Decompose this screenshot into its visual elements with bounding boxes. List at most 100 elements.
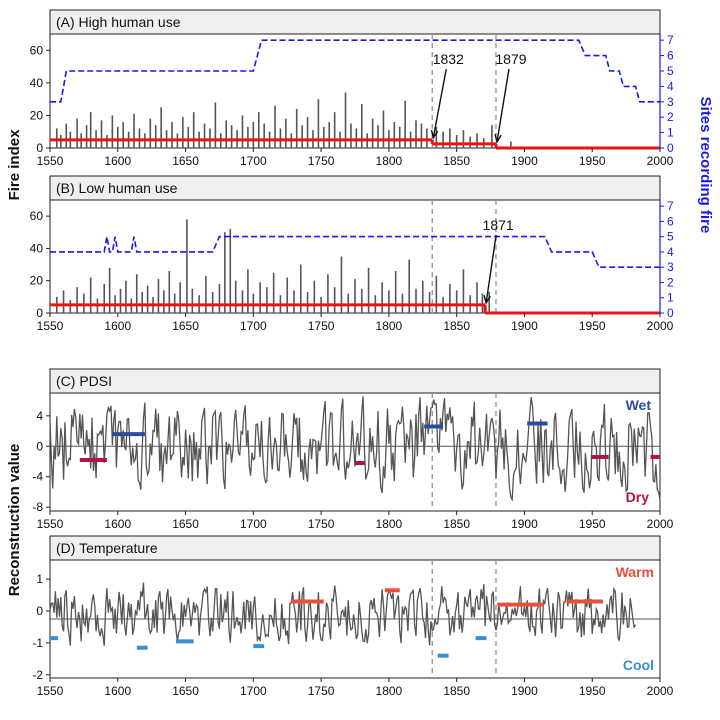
year-annotation-label: 1832 (433, 51, 464, 67)
x-tick-label: 1550 (37, 154, 64, 168)
y-tick-label: 0 (36, 439, 43, 453)
reconstruction-line (49, 582, 637, 646)
x-tick-label: 1750 (308, 684, 335, 698)
x-tick-label: 1850 (443, 319, 470, 333)
y2-tick-label: 0 (667, 306, 674, 320)
year-annotation-arrowhead (483, 295, 491, 305)
y-tick-label: 40 (30, 241, 44, 255)
y2-tick-label: 7 (667, 33, 674, 47)
y2-tick-label: 6 (667, 214, 674, 228)
x-tick-label: 1950 (579, 319, 606, 333)
panel-d-title: (D) Temperature (56, 540, 158, 556)
x-tick-label: 1600 (104, 684, 131, 698)
fire-index-axis-label: Fire index (6, 129, 23, 201)
x-tick-label: 1600 (104, 154, 131, 168)
x-tick-label: 1950 (579, 684, 606, 698)
x-tick-label: 1650 (172, 684, 199, 698)
sites-recording-line (50, 235, 660, 268)
year-annotation-arrow (496, 68, 510, 143)
y-tick-label: -4 (32, 470, 43, 484)
y-tick-label: 60 (30, 209, 44, 223)
y-tick-label: -8 (32, 500, 43, 514)
x-tick-label: 1800 (376, 319, 403, 333)
x-tick-label: 1950 (579, 154, 606, 168)
y-tick-label: -2 (32, 668, 43, 682)
y2-tick-label: 1 (667, 291, 674, 305)
x-tick-label: 1850 (443, 154, 470, 168)
y-tick-label: 20 (30, 108, 44, 122)
panel-b-title: (B) Low human use (56, 180, 178, 196)
x-tick-label: 1650 (172, 154, 199, 168)
y-tick-label: 60 (30, 43, 44, 57)
cool-legend-label: Cool (623, 657, 654, 673)
x-tick-label: 1800 (376, 517, 403, 531)
x-tick-label: 1750 (308, 154, 335, 168)
year-annotation-arrowhead (494, 133, 502, 144)
year-annotation-arrow (485, 234, 497, 304)
x-tick-label: 1700 (240, 517, 267, 531)
y-tick-label: 20 (30, 274, 44, 288)
panel-a-title: (A) High human use (56, 14, 181, 30)
sites-recording-axis-label: Sites recording fire (697, 97, 714, 234)
x-tick-label: 1650 (172, 319, 199, 333)
sites-recording-line (50, 39, 660, 103)
y2-tick-label: 0 (667, 141, 674, 155)
y2-tick-label: 1 (667, 126, 674, 140)
x-tick-label: 1900 (511, 319, 538, 333)
x-tick-label: 2000 (647, 154, 674, 168)
warm-legend-label: Warm (616, 564, 654, 580)
y2-tick-label: 5 (667, 64, 674, 78)
panel-d-temperature: (D) Temperature Warm Cool 1550 1600 1650 17… (32, 535, 674, 698)
y2-tick-label: 2 (667, 275, 674, 289)
y-tick-label: -1 (32, 636, 43, 650)
y-tick-label: 0 (36, 306, 43, 320)
panel-c-pdsi: (C) PDSI Wet Dry 1550 1600 1650 1700 1750 180… (32, 368, 674, 531)
x-tick-label: 1650 (172, 517, 199, 531)
y-tick-label: 40 (30, 76, 44, 90)
panel-a-plot-frame (49, 33, 661, 149)
x-tick-label: 1850 (443, 517, 470, 531)
y-tick-label: 4 (36, 409, 43, 423)
x-tick-label: 1600 (104, 517, 131, 531)
x-tick-label: 1900 (511, 684, 538, 698)
y2-tick-label: 2 (667, 110, 674, 124)
x-tick-label: 1600 (104, 319, 131, 333)
x-tick-label: 1550 (37, 517, 64, 531)
x-tick-label: 1700 (240, 684, 267, 698)
y2-tick-label: 7 (667, 199, 674, 213)
wet-legend-label: Wet (626, 397, 652, 413)
x-tick-label: 1700 (240, 154, 267, 168)
x-tick-label: 1700 (240, 319, 267, 333)
y-tick-label: 0 (36, 141, 43, 155)
panel-d-plot-area: 1550 1600 1650 1700 1750 1800 1850 1900 1950 2000… (32, 560, 674, 698)
x-tick-label: 1800 (376, 154, 403, 168)
y2-tick-label: 3 (667, 260, 674, 274)
panel-c-title: (C) PDSI (56, 373, 112, 389)
x-tick-label: 2000 (647, 517, 674, 531)
year-annotation-label: 1879 (495, 51, 526, 67)
y-tick-label: 1 (36, 572, 43, 586)
y-tick-label: 0 (36, 604, 43, 618)
x-tick-label: 1750 (308, 517, 335, 531)
panel-b-header (49, 175, 661, 201)
year-annotation-arrow (432, 68, 447, 138)
year-annotation-arrowhead (430, 129, 439, 140)
panel-c-header (49, 368, 661, 394)
x-tick-label: 2000 (647, 319, 674, 333)
y2-tick-label: 6 (667, 49, 674, 63)
x-tick-label: 1550 (37, 319, 64, 333)
y2-tick-label: 4 (667, 79, 674, 93)
x-tick-label: 2000 (647, 684, 674, 698)
year-annotation-label: 1871 (483, 217, 514, 233)
dry-legend-label: Dry (626, 489, 650, 505)
x-tick-label: 1900 (511, 154, 538, 168)
panel-c-plot-area: 1550 1600 1650 1700 1750 1800 1850 1900 1950 2000… (32, 393, 674, 531)
panel-c-plot-frame (49, 392, 661, 512)
reconstruction-axis-label: Reconstruction value (6, 444, 23, 597)
panel-a-header (49, 9, 661, 35)
x-tick-label: 1750 (308, 319, 335, 333)
